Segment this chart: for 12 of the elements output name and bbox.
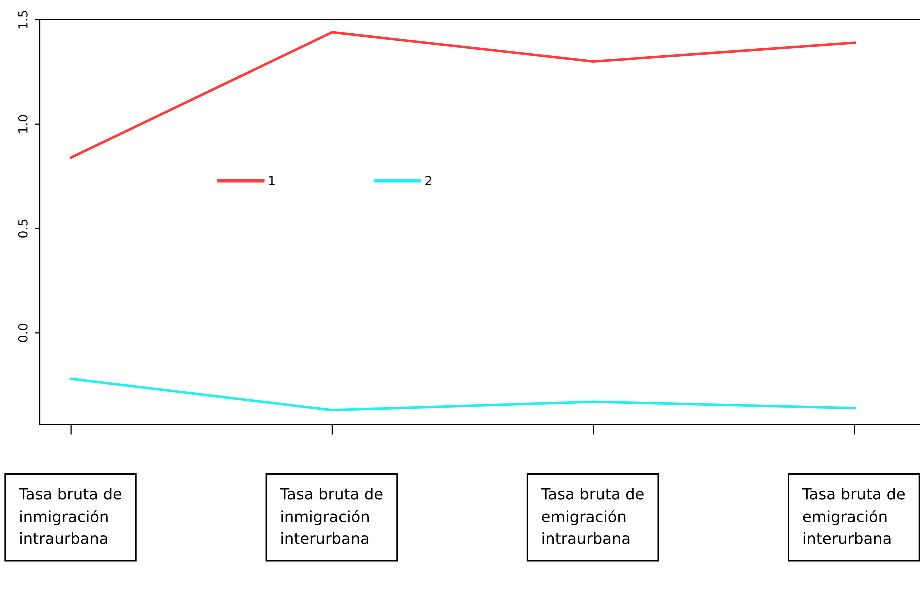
x-tick-label: Tasa bruta de inmigración interurbana — [280, 488, 383, 544]
line-series — [70, 31, 856, 160]
x-tick-label: Tasa bruta de emigración intraurbana — [541, 488, 644, 544]
legend-label: 1 — [269, 176, 275, 186]
y-tick-label: 1.0 — [18, 115, 28, 133]
line-series — [70, 378, 856, 412]
y-tick-label: 0.5 — [18, 220, 28, 238]
x-tick-label: Tasa bruta de emigración interurbana — [802, 488, 905, 544]
x-tick-label: Tasa bruta de inmigración intraurbana — [19, 488, 122, 544]
y-tick-label: 0.0 — [18, 324, 28, 342]
y-tick-label: 1.5 — [18, 11, 28, 29]
legend-label: 2 — [426, 176, 432, 186]
